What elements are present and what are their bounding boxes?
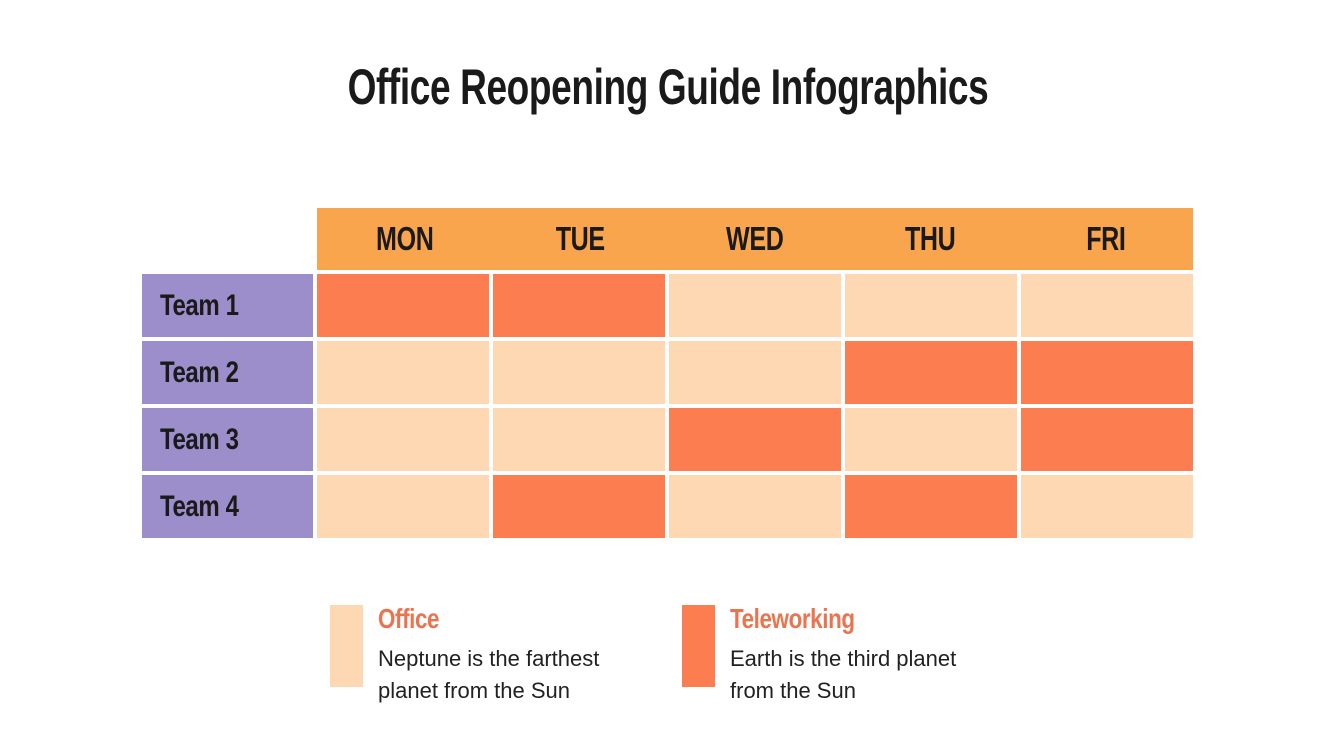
schedule-cell <box>845 341 1017 404</box>
team-label-cell: Team 4 <box>142 475 313 538</box>
day-header: WED <box>726 220 784 257</box>
legend-text-teleworking: Teleworking Earth is the third planet fr… <box>730 603 956 707</box>
legend-item-office: Office Neptune is the farthest planet fr… <box>330 603 599 707</box>
schedule-cell <box>845 408 1017 471</box>
page-title: Office Reopening Guide Infographics <box>0 58 1336 116</box>
schedule-cell <box>493 408 665 471</box>
schedule-cell <box>317 274 489 337</box>
team-label-cell: Team 3 <box>142 408 313 471</box>
legend-swatch-teleworking <box>682 605 715 687</box>
schedule-header-row: MON TUE WED THU FRI <box>317 208 1193 270</box>
day-header: THU <box>905 220 956 257</box>
schedule-table: Team 1 Team 2 Team 3 Team 4 <box>142 274 1193 538</box>
schedule-cell <box>669 408 841 471</box>
schedule-cell <box>1021 475 1193 538</box>
schedule-cell <box>493 475 665 538</box>
legend-swatch-office <box>330 605 363 687</box>
day-header: MON <box>375 220 434 257</box>
schedule-cell <box>669 341 841 404</box>
schedule-cell <box>493 274 665 337</box>
day-header: TUE <box>555 220 605 257</box>
schedule-cell <box>1021 408 1193 471</box>
legend-title-office: Office <box>378 603 440 634</box>
schedule-cell <box>317 341 489 404</box>
schedule-cell <box>493 341 665 404</box>
schedule-cell <box>845 274 1017 337</box>
legend-item-teleworking: Teleworking Earth is the third planet fr… <box>682 603 956 707</box>
schedule-cell <box>1021 341 1193 404</box>
legend-description-office: Neptune is the farthest planet from the … <box>378 646 600 703</box>
page-title-text: Office Reopening Guide Infographics <box>347 59 989 115</box>
schedule-cell <box>669 475 841 538</box>
legend-title-teleworking: Teleworking <box>730 603 855 634</box>
legend-text-office: Office Neptune is the farthest planet fr… <box>378 603 599 707</box>
schedule-cell <box>317 408 489 471</box>
schedule-cell <box>317 475 489 538</box>
schedule-cell <box>669 274 841 337</box>
schedule-cell <box>845 475 1017 538</box>
team-label-cell: Team 2 <box>142 341 313 404</box>
legend-description-teleworking: Earth is the third planet from the Sun <box>730 646 957 703</box>
team-label-cell: Team 1 <box>142 274 313 337</box>
schedule-cell <box>1021 274 1193 337</box>
day-header: FRI <box>1085 220 1126 257</box>
